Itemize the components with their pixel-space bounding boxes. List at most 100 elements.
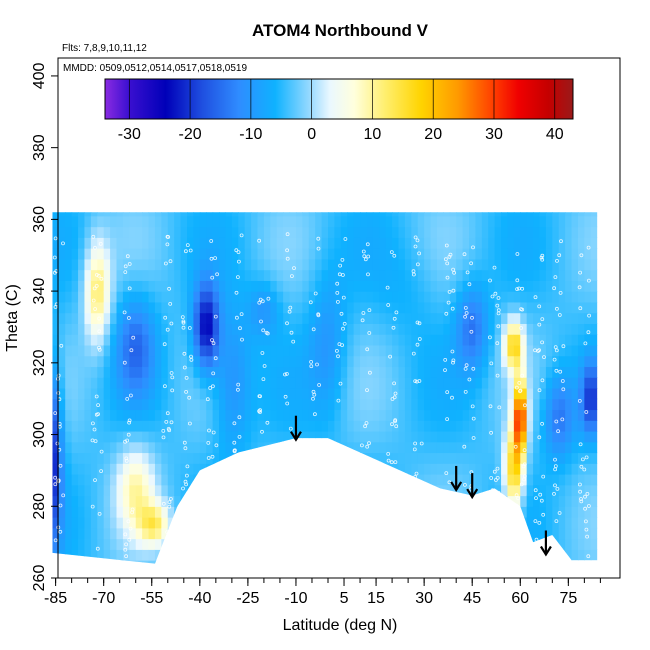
- heatmap-cell: [533, 441, 541, 454]
- heatmap-cell: [154, 226, 162, 238]
- heatmap-cell: [308, 301, 316, 314]
- heatmap-cell: [353, 269, 361, 281]
- heatmap-cell: [469, 441, 477, 454]
- heatmap-cell: [481, 291, 489, 303]
- heatmap-cell: [372, 258, 380, 271]
- heatmap-cell: [52, 355, 60, 368]
- heatmap-cell: [475, 517, 483, 529]
- track-point: [288, 305, 293, 310]
- heatmap-cell: [167, 474, 175, 486]
- track-point: [309, 359, 314, 364]
- heatmap-cell: [366, 517, 374, 529]
- heatmap-cell: [501, 237, 509, 249]
- heatmap-cell: [353, 291, 361, 303]
- heatmap-cell: [180, 377, 188, 389]
- x-axis-label: Latitude (deg N): [283, 617, 398, 634]
- heatmap-cell: [257, 269, 265, 281]
- heatmap-cell: [116, 334, 124, 346]
- heatmap-cell: [385, 344, 393, 357]
- heatmap-cell: [65, 212, 73, 217]
- heatmap-cell: [212, 517, 220, 529]
- heatmap-cell: [251, 237, 259, 249]
- heatmap-cell: [494, 463, 502, 475]
- heatmap-cell: [392, 355, 400, 368]
- heatmap-cell: [308, 409, 316, 421]
- heatmap-cell: [456, 398, 464, 411]
- heatmap-cell: [558, 301, 566, 314]
- heatmap-cell: [244, 452, 252, 464]
- heatmap-cell: [161, 527, 169, 540]
- heatmap-cell: [122, 334, 130, 346]
- heatmap-cell: [552, 398, 560, 411]
- heatmap-cell: [219, 560, 227, 564]
- heatmap-cell: [488, 212, 496, 217]
- heatmap-cell: [225, 212, 233, 217]
- heatmap-cell: [71, 215, 79, 228]
- heatmap-cell: [58, 420, 66, 432]
- heatmap-cell: [97, 334, 105, 346]
- heatmap-cell: [449, 538, 457, 550]
- heatmap-cell: [449, 549, 457, 561]
- track-point: [391, 325, 396, 330]
- heatmap-cell: [372, 409, 380, 421]
- heatmap-cell: [257, 377, 265, 389]
- heatmap-cell: [122, 366, 130, 378]
- heatmap-cell: [436, 441, 444, 454]
- heatmap-cell: [302, 387, 310, 400]
- heatmap-cell: [315, 495, 323, 507]
- track-point: [417, 337, 422, 341]
- heatmap-cell: [289, 237, 297, 249]
- heatmap-cell: [417, 484, 425, 497]
- heatmap-cell: [58, 517, 66, 529]
- heatmap-cell: [520, 517, 528, 529]
- heatmap-cell: [276, 463, 284, 475]
- heatmap-cell: [251, 452, 259, 464]
- heatmap-cell: [513, 366, 521, 378]
- heatmap-cell: [545, 212, 553, 217]
- heatmap-cell: [590, 291, 598, 303]
- heatmap-cell: [238, 280, 246, 292]
- heatmap-cell: [392, 212, 400, 217]
- heatmap-cell: [187, 517, 195, 529]
- heatmap-cell: [154, 420, 162, 432]
- track-point: [537, 435, 542, 440]
- heatmap-cell: [174, 527, 182, 540]
- heatmap-cell: [404, 506, 412, 518]
- heatmap-cell: [449, 323, 457, 335]
- heatmap-cell: [167, 334, 175, 346]
- heatmap-cell: [135, 527, 143, 540]
- heatmap-cell: [283, 387, 291, 400]
- heatmap-cell: [430, 560, 438, 564]
- heatmap-cell: [321, 452, 329, 464]
- heatmap-cell: [308, 226, 316, 238]
- heatmap-cell: [379, 527, 387, 540]
- heatmap-cell: [270, 387, 278, 400]
- heatmap-cell: [199, 420, 207, 432]
- heatmap-cell: [225, 506, 233, 518]
- heatmap-cell: [321, 549, 329, 561]
- heatmap-cell: [90, 420, 98, 432]
- heatmap-cell: [385, 484, 393, 497]
- heatmap-cell: [154, 560, 162, 564]
- heatmap-cell: [360, 452, 368, 464]
- heatmap-cell: [97, 452, 105, 464]
- heatmap-cell: [545, 323, 553, 335]
- heatmap-cell: [244, 366, 252, 378]
- heatmap-cell: [462, 409, 470, 421]
- track-point: [471, 366, 476, 371]
- heatmap-cell: [340, 366, 348, 378]
- heatmap-cell: [199, 212, 207, 217]
- heatmap-cell: [590, 398, 598, 411]
- track-point: [515, 278, 520, 283]
- heatmap-cell: [90, 280, 98, 292]
- heatmap-cell: [97, 506, 105, 518]
- heatmap-cell: [167, 409, 175, 421]
- heatmap-cell: [206, 463, 214, 475]
- heatmap-cell: [353, 334, 361, 346]
- track-point: [232, 471, 236, 476]
- heatmap-cell: [142, 312, 150, 324]
- track-point: [533, 348, 537, 353]
- track-point: [207, 428, 211, 433]
- track-point: [540, 253, 545, 258]
- heatmap-cell: [244, 269, 252, 281]
